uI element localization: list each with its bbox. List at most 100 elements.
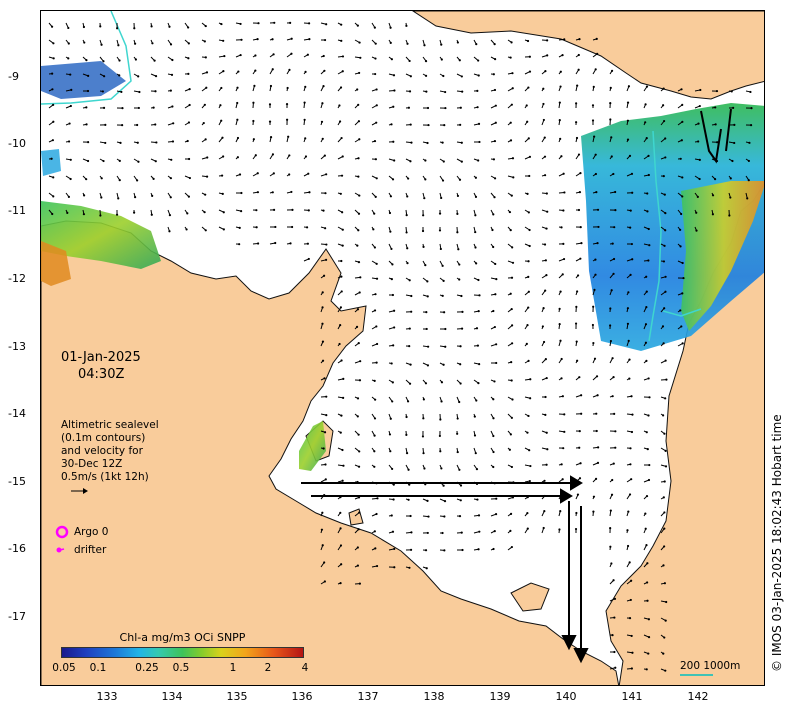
velocity-arrow-head: [458, 468, 461, 471]
velocity-arrow-head: [306, 53, 309, 56]
velocity-arrow-head: [285, 118, 289, 121]
velocity-arrow-head: [307, 257, 310, 261]
velocity-arrow-head: [475, 43, 478, 46]
velocity-arrow-head: [716, 141, 719, 144]
velocity-arrow-head: [629, 463, 632, 466]
velocity-arrow-head: [356, 415, 359, 418]
velocity-arrow-head: [389, 450, 392, 453]
velocity-arrow-head: [596, 394, 599, 397]
velocity-arrow-head: [644, 323, 648, 326]
velocity-arrow-head: [240, 191, 243, 195]
velocity-arrow-head: [594, 258, 597, 261]
velocity-arrow-head: [323, 38, 327, 42]
velocity-arrow-head: [645, 494, 649, 498]
velocity-arrow-head: [511, 324, 514, 327]
velocity-arrow-head: [542, 118, 545, 122]
velocity-arrow-head: [406, 247, 409, 250]
velocity-arrow-head: [357, 120, 361, 123]
velocity-arrow-head: [340, 259, 343, 263]
velocity-arrow-head: [527, 137, 530, 140]
velocity-arrow-head: [612, 172, 615, 176]
velocity-arrow-head: [408, 483, 411, 486]
velocity-arrow-head: [509, 512, 513, 515]
velocity-arrow-head: [390, 123, 393, 126]
velocity-arrow-head: [679, 157, 682, 160]
velocity-arrow-head: [478, 294, 481, 297]
velocity-arrow-head: [303, 101, 306, 104]
velocity-arrow-head: [322, 447, 325, 450]
velocity-arrow-head: [562, 209, 565, 212]
velocity-arrow-head: [592, 341, 595, 345]
velocity-arrow-head: [375, 512, 378, 516]
velocity-arrow-head: [269, 136, 273, 139]
altimetry-line-2: (0.1m contours): [61, 432, 146, 444]
velocity-arrow-head: [664, 465, 668, 468]
velocity-arrow-head: [290, 37, 293, 40]
velocity-arrow-head: [511, 157, 515, 160]
velocity-arrow-head: [357, 103, 360, 106]
velocity-arrow-head: [355, 325, 359, 328]
velocity-arrow-head: [576, 274, 580, 277]
velocity-arrow-head: [424, 74, 428, 77]
velocity-arrow-head: [240, 209, 243, 213]
velocity-arrow-head: [543, 136, 546, 139]
velocity-arrow-head: [240, 38, 243, 41]
velocity-arrow-head: [186, 139, 189, 143]
velocity-arrow-head: [645, 85, 649, 88]
velocity-arrow-head: [391, 381, 394, 384]
velocity-arrow-head: [560, 377, 563, 380]
velocity-arrow-head: [357, 157, 360, 160]
velocity-arrow-head: [609, 509, 612, 512]
velocity-arrow-head: [439, 247, 442, 251]
velocity-arrow-head: [492, 465, 495, 469]
velocity-arrow-head: [715, 89, 719, 93]
velocity-arrow-head: [510, 361, 513, 364]
velocity-arrow-head: [544, 358, 547, 361]
velocity-arrow-head: [324, 192, 327, 195]
velocity-arrow-head: [542, 102, 545, 106]
velocity-arrow-head: [459, 345, 462, 348]
velocity-arrow-head: [697, 140, 700, 143]
velocity-arrow-head: [458, 400, 461, 404]
velocity-arrow-head: [459, 106, 462, 109]
velocity-arrow-head: [647, 652, 650, 655]
velocity-arrow-head: [340, 359, 343, 362]
map-canvas: [41, 11, 764, 685]
velocity-arrow-head: [510, 379, 513, 382]
velocity-arrow-head: [442, 279, 445, 282]
velocity-arrow-head: [424, 178, 427, 181]
velocity-arrow-head: [323, 431, 327, 434]
velocity-arrow-head: [610, 69, 614, 72]
velocity-arrow-head: [576, 493, 580, 496]
velocity-arrow-head: [425, 567, 428, 570]
argo-label: Argo 0: [74, 526, 109, 538]
velocity-arrow-head: [714, 123, 717, 126]
velocity-arrow-head: [169, 43, 173, 46]
velocity-arrow-head: [341, 55, 345, 58]
velocity-arrow-head: [611, 357, 614, 360]
velocity-arrow-head: [423, 467, 426, 470]
velocity-arrow-head: [85, 178, 88, 181]
velocity-arrow-head: [612, 579, 615, 582]
velocity-arrow-head: [614, 446, 617, 449]
velocity-arrow-head: [698, 177, 701, 181]
velocity-arrow-head: [321, 102, 324, 105]
velocity-arrow-head: [493, 530, 496, 533]
velocity-arrow-head: [444, 327, 447, 331]
velocity-arrow-head: [592, 305, 595, 308]
velocity-arrow-head: [205, 175, 209, 178]
velocity-arrow-head: [648, 396, 651, 399]
velocity-arrow-head: [663, 636, 666, 639]
velocity-arrow-head: [609, 545, 612, 548]
velocity-arrow-head: [339, 192, 342, 195]
velocity-arrow-head: [102, 60, 105, 63]
velocity-arrow-head: [456, 212, 459, 215]
velocity-arrow-head: [390, 247, 393, 251]
velocity-arrow-head: [662, 175, 665, 178]
velocity-arrow-head: [372, 228, 375, 231]
velocity-arrow-head: [458, 515, 462, 518]
velocity-arrow-head: [629, 598, 632, 602]
velocity-arrow-head: [626, 138, 630, 141]
velocity-arrow-head: [205, 86, 208, 89]
velocity-arrow-head: [647, 154, 650, 157]
